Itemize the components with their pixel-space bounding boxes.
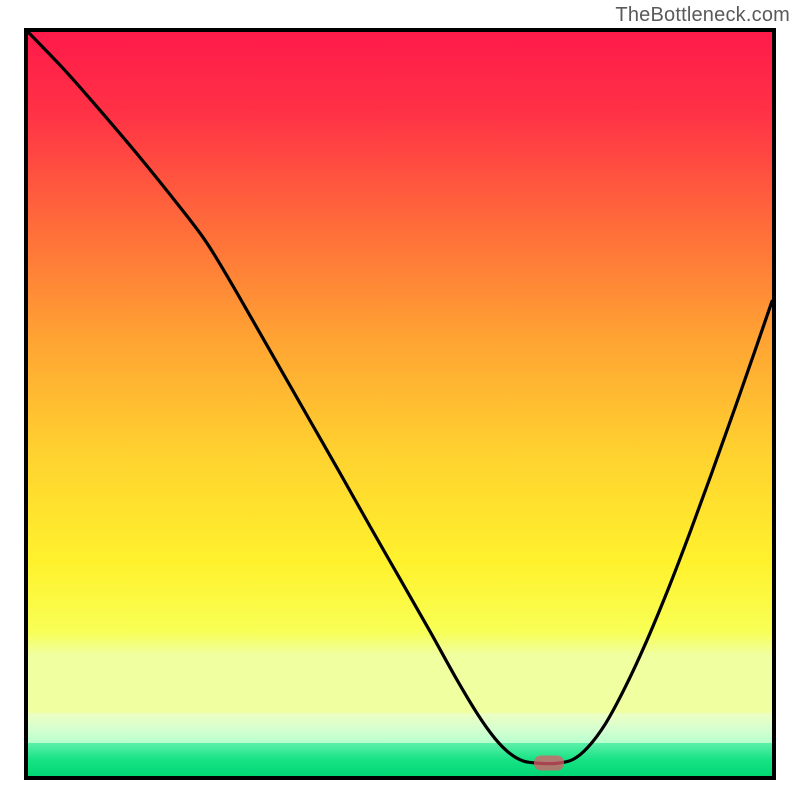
curve-path xyxy=(28,32,772,764)
watermark-text: TheBottleneck.com xyxy=(615,4,790,27)
bottleneck-curve xyxy=(28,32,772,776)
plot-area xyxy=(24,28,776,780)
sweet-spot-marker xyxy=(534,756,564,771)
plot-frame xyxy=(24,28,776,780)
chart-root: { "watermark": { "text": "TheBottleneck.… xyxy=(0,0,800,800)
